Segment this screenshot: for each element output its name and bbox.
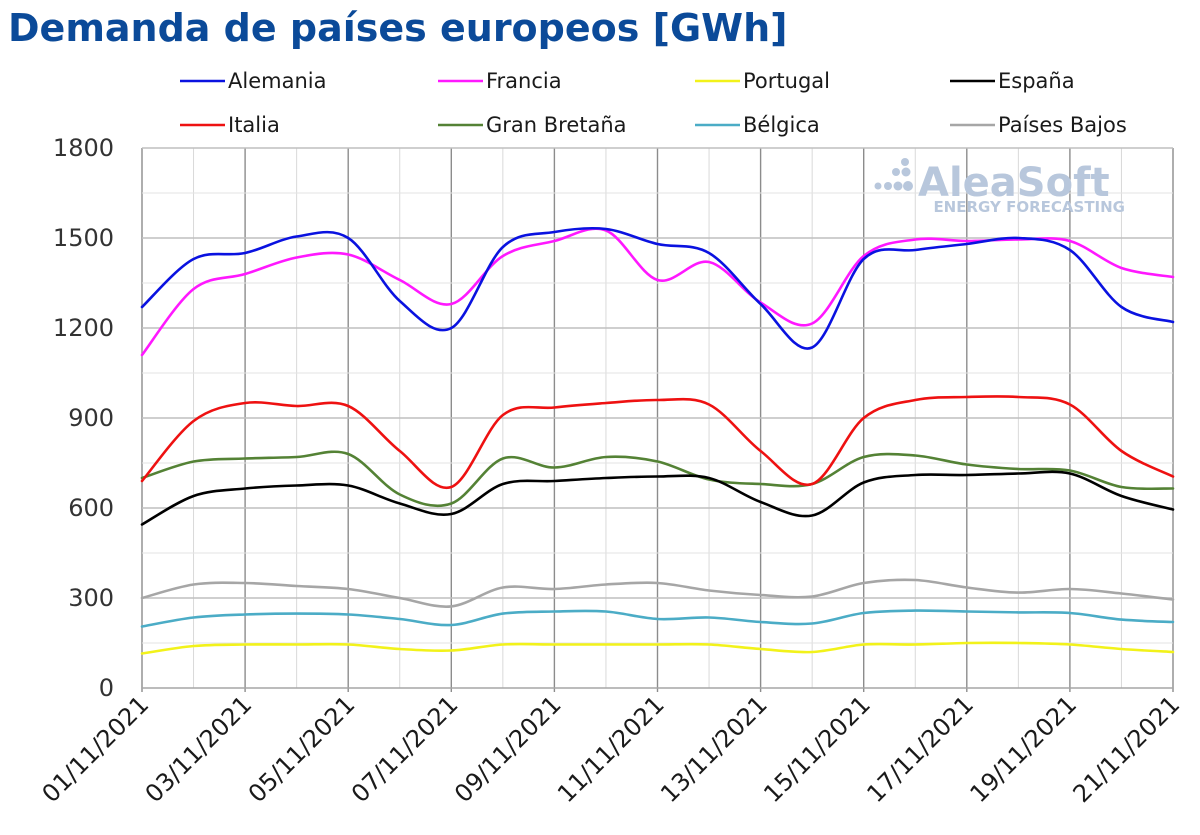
x-tick-label: 09/11/2021	[449, 690, 567, 808]
watermark-tagline: ENERGY FORECASTING	[933, 198, 1125, 216]
legend-label-alemania: Alemania	[228, 69, 326, 93]
legend-label-italia: Italia	[228, 113, 280, 137]
chart-title: Demanda de países europeos [GWh]	[8, 6, 788, 50]
x-tick-label: 21/11/2021	[1068, 690, 1186, 808]
y-tick-label: 900	[68, 404, 114, 432]
series-line-belgica	[140, 609, 1175, 628]
x-tick-label: 13/11/2021	[655, 690, 773, 808]
series-line-alemania	[140, 226, 1175, 350]
y-tick-label: 600	[68, 494, 114, 522]
x-tick-label: 05/11/2021	[243, 690, 361, 808]
legend-label-portugal: Portugal	[743, 69, 830, 93]
y-tick-label: 300	[68, 584, 114, 612]
watermark-brand: AleaSoft	[918, 160, 1110, 206]
x-tick-label: 03/11/2021	[140, 690, 258, 808]
series-layer	[140, 226, 1175, 655]
grid-layer	[141, 147, 1174, 692]
y-tick-label: 1800	[53, 134, 114, 162]
series-line-portugal	[140, 641, 1175, 655]
x-axis-ticks: 01/11/202103/11/202105/11/202107/11/2021…	[37, 690, 1186, 808]
legend-label-paises-bajos: Países Bajos	[998, 113, 1127, 137]
x-tick-label: 15/11/2021	[758, 690, 876, 808]
series-line-italia	[140, 395, 1175, 490]
series-line-espana	[140, 470, 1175, 526]
y-tick-label: 1200	[53, 314, 114, 342]
x-tick-label: 01/11/2021	[37, 690, 155, 808]
y-tick-label: 0	[99, 674, 114, 702]
series-line-paises-bajos	[140, 578, 1175, 608]
legend-label-belgica: Bélgica	[743, 113, 820, 137]
x-tick-label: 07/11/2021	[346, 690, 464, 808]
aleasoft-watermark: AleaSoft ENERGY FORECASTING	[874, 158, 1125, 216]
x-tick-label: 17/11/2021	[861, 690, 979, 808]
x-tick-label: 19/11/2021	[965, 690, 1083, 808]
legend-label-gran-bretana: Gran Bretaña	[486, 113, 627, 137]
series-line-gran-bretana	[140, 450, 1175, 508]
x-tick-label: 11/11/2021	[552, 690, 670, 808]
logo-dots-icon	[874, 158, 913, 191]
legend: Alemania Francia Portugal España Italia Gran …	[180, 69, 1127, 137]
y-axis-ticks: 0 300 600 900 1200 1500 1800	[53, 134, 114, 702]
legend-label-francia: Francia	[486, 69, 562, 93]
legend-label-espana: España	[998, 69, 1075, 93]
y-tick-label: 1500	[53, 224, 114, 252]
